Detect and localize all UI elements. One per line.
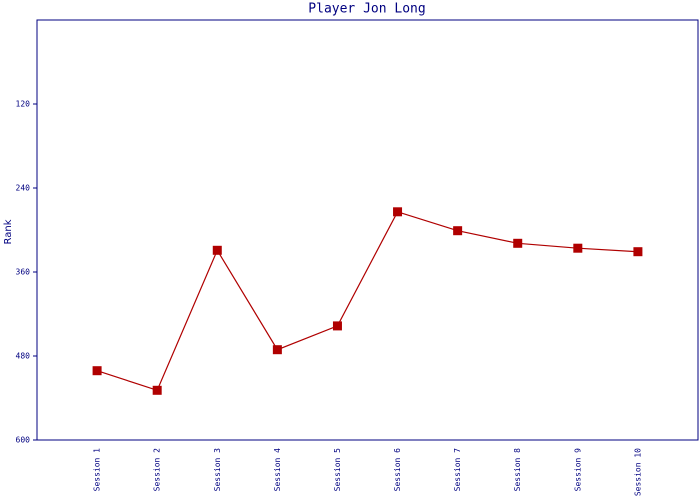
y-tick-label: 360 [16,268,31,277]
chart-title: Player Jon Long [308,2,425,17]
x-tick-label: Session 2 [153,448,162,492]
x-tick-label: Session 4 [273,448,282,492]
y-axis-label: Rank [3,219,14,244]
point-marker [332,321,342,331]
point-marker [272,345,282,355]
y-tick-label: 240 [16,184,31,193]
point-marker [513,238,523,248]
point-marker [393,207,403,217]
plot-frame [36,19,699,441]
point-marker [212,245,222,255]
point-marker [573,243,583,253]
x-tick-label: Session 7 [453,448,462,492]
point-marker [633,247,643,257]
y-tick-label: 600 [16,436,31,445]
y-tick-label: 480 [16,352,31,361]
x-tick-label: Session 8 [513,448,522,492]
y-tick-label: 120 [16,100,31,109]
series-line [96,211,638,392]
x-tick-label: Session 5 [333,448,342,492]
point-marker [92,366,102,376]
x-tick-label: Session 1 [93,448,102,492]
x-tick-label: Session 10 [633,448,642,496]
x-tick-label: Session 9 [573,448,582,492]
point-marker [152,385,162,395]
x-tick-label: Session 6 [393,448,402,492]
x-tick-label: Session 3 [213,448,222,492]
point-marker [453,226,463,236]
